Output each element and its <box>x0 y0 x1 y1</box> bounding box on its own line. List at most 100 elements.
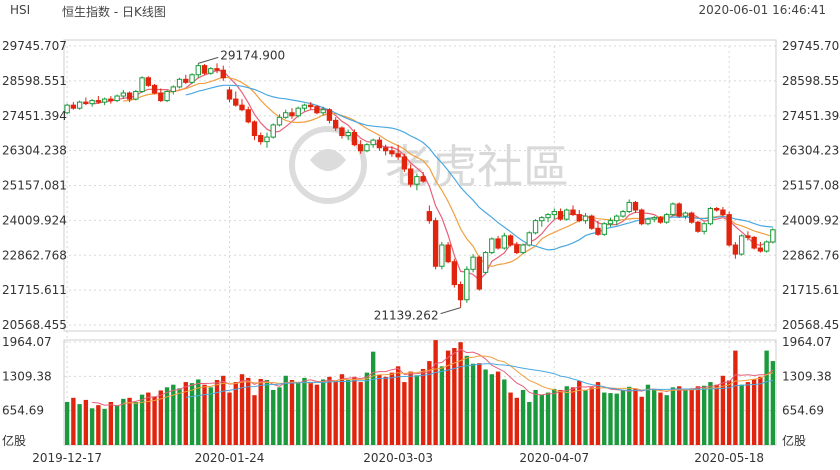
volume-bar <box>208 387 213 445</box>
volume-bar <box>171 384 176 445</box>
price-tick-left: 25157.081 <box>2 179 67 193</box>
date-tick: 2020-05-18 <box>694 451 764 465</box>
candle-body <box>64 104 70 114</box>
volume-tick-left: 1964.07 <box>2 335 52 349</box>
volume-bar <box>770 361 776 445</box>
candle-body <box>220 69 226 79</box>
volume-bar <box>302 377 307 445</box>
candle-body <box>545 214 551 219</box>
date-tick: 2020-03-03 <box>363 451 433 465</box>
candle-body <box>395 153 401 158</box>
candle-body <box>326 109 333 121</box>
candle-body <box>457 284 464 301</box>
volume-bar <box>483 369 488 445</box>
date-axis: 2019-12-17 2020-01-24 2020-03-03 2020-04-07… <box>32 451 764 465</box>
candle-body <box>376 139 383 149</box>
candle-body <box>439 244 445 267</box>
low-annotation-label: 21139.262 <box>374 309 439 323</box>
candle-body <box>532 220 539 234</box>
volume-bar <box>677 386 682 445</box>
volume-bar <box>751 379 757 445</box>
volume-bar <box>196 379 201 445</box>
volume-bar <box>520 389 526 445</box>
volume-bar <box>258 378 263 445</box>
candle-body <box>114 95 120 102</box>
candle-body <box>151 84 158 94</box>
volume-unit-left: 亿股 <box>2 433 26 448</box>
candle-body <box>507 235 514 246</box>
candle-body <box>432 220 439 267</box>
candle-body <box>670 203 676 216</box>
volume-bar <box>577 381 582 445</box>
candle-body <box>732 244 739 255</box>
candle-body <box>214 68 220 71</box>
volume-bar <box>608 393 613 445</box>
candle-body <box>339 127 345 137</box>
price-tick-right: 20568.455 <box>782 318 840 332</box>
volume-bar <box>433 340 438 445</box>
candle-body <box>245 109 251 123</box>
price-tick-right: 25157.081 <box>782 179 840 193</box>
candle-body <box>757 247 764 252</box>
candle-body <box>389 150 395 155</box>
candle-body <box>270 124 276 138</box>
candle-body <box>620 211 626 217</box>
volume-bar <box>739 384 744 445</box>
volume-bar <box>639 396 644 445</box>
price-tick-right: 26304.238 <box>782 144 840 158</box>
volume-bar <box>489 374 495 445</box>
candle-body <box>133 90 139 100</box>
volume-bar <box>339 374 345 445</box>
candle-body <box>83 101 89 105</box>
volume-bar <box>89 408 95 445</box>
volume-bar <box>71 397 76 445</box>
volume-bar <box>664 395 669 445</box>
volume-bar <box>764 350 769 445</box>
candle-body <box>357 144 364 152</box>
volume-bar <box>289 379 295 445</box>
candle-body <box>308 104 314 108</box>
watermark: 老虎社區 <box>385 140 569 194</box>
volume-bar <box>158 390 163 445</box>
candle-body <box>539 217 545 222</box>
candle-body <box>89 100 95 105</box>
volume-bar <box>714 384 719 445</box>
volume-bar <box>139 394 145 445</box>
candle-body <box>664 214 670 223</box>
candle-body <box>595 227 601 235</box>
candle-body <box>501 235 508 249</box>
volume-bar <box>527 401 532 445</box>
volume-tick-left: 654.69 <box>2 404 44 418</box>
volume-bar <box>77 404 82 445</box>
high-annotation-leader <box>198 56 219 64</box>
candle-body <box>289 112 295 117</box>
price-tick-right: 29745.707 <box>782 39 840 53</box>
candle-body <box>345 132 351 137</box>
candle-body <box>70 104 77 109</box>
volume-bar <box>558 389 563 445</box>
candle-body <box>407 168 414 185</box>
volume-bar <box>227 392 232 445</box>
volume-bar <box>308 382 313 445</box>
candle-body <box>176 78 183 88</box>
candle-body <box>295 107 301 117</box>
price-frame <box>63 39 777 332</box>
volume-bar <box>745 382 751 445</box>
candle-body <box>470 256 476 270</box>
candle-body <box>707 208 714 225</box>
volume-bar <box>495 371 501 445</box>
candle-body <box>301 104 308 109</box>
candle-body <box>770 229 776 243</box>
volume-bar <box>252 395 257 445</box>
volume-bar <box>345 379 351 445</box>
candle-body <box>607 220 614 225</box>
volume-bar <box>83 399 89 445</box>
annotations: 29174.900 21139.262 <box>198 48 461 323</box>
volume-bar <box>108 401 114 445</box>
volume-bar <box>114 405 120 445</box>
candle-body <box>445 244 451 263</box>
volume-bar <box>214 379 220 445</box>
price-tick-right: 28598.551 <box>782 74 840 88</box>
left-price-axis: 29745.707 28598.551 27451.394 26304.238 2515… <box>2 39 67 448</box>
